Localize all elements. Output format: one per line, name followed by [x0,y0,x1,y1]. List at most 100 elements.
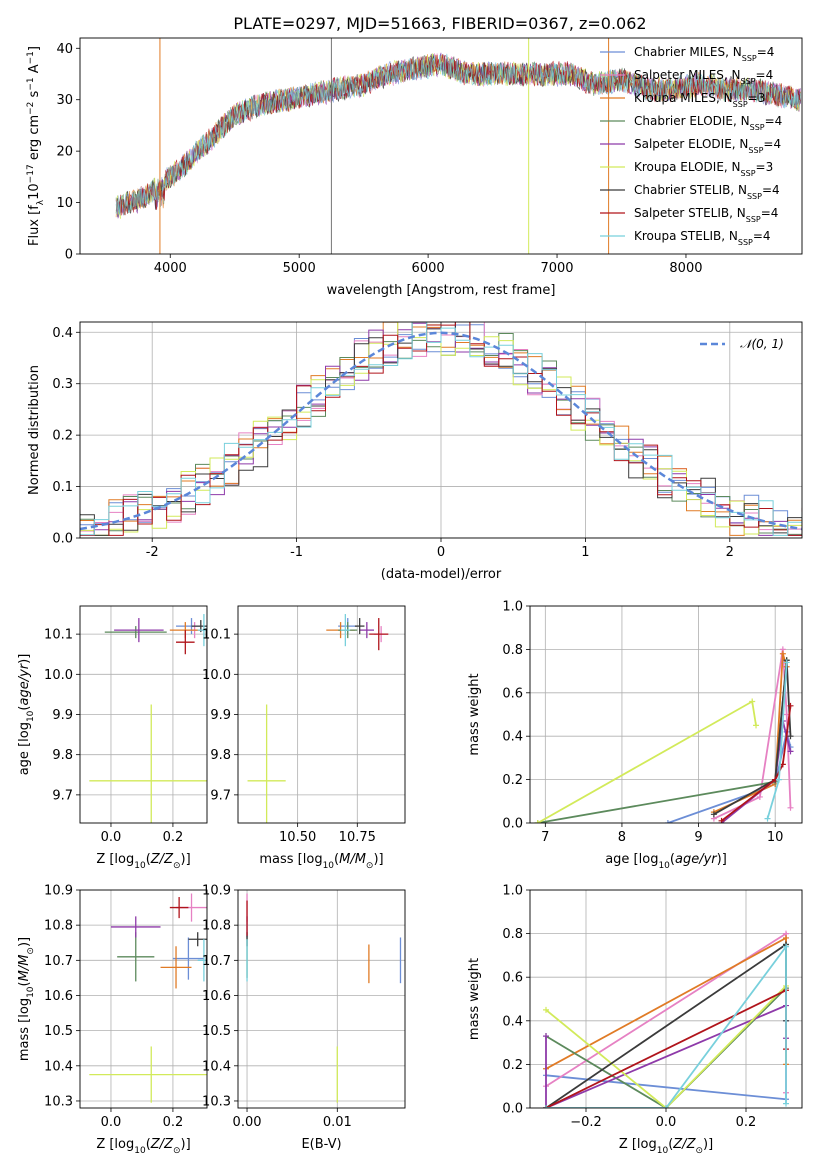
panel-mass_vs_ebv: 0.00 0.01 10.3 10.4 10.5 10.6 10.7 10.8 10.9 E(B-… [202,884,406,1152]
weight_vs_age-xlabel: age [log10(age/yr)] [605,852,727,871]
weight-marker-kroupa-elodie [543,1006,549,1013]
y-tick-label: 0.2 [502,1058,523,1073]
legend-label-kroupa-miles: Kroupa MILES, NSSP=3 [634,91,765,109]
weight-line-kroupa-elodie [545,985,787,1108]
y-tick-label: 9.8 [210,748,231,763]
x-tick-label: 0.00 [233,1115,262,1130]
plot-area-mass_vs_ebv [238,890,405,1108]
legend-label-chabrier-miles: Chabrier MILES, NSSP=4 [634,45,774,63]
plot-area-residuals [80,322,802,538]
plot-area-spectrum [115,38,801,254]
weight-marker-kroupa-stelib [764,815,771,822]
x-tick-label: 7 [541,830,549,845]
legend-label-chabrier-elodie: Chabrier ELODIE, NSSP=4 [634,114,782,132]
x-tick-label: 0.2 [736,1115,757,1130]
mass_vs_Z-xlabel: Z [log10(Z/Z⊙)] [96,1137,190,1156]
age_vs_Z-xlabel: Z [log10(Z/Z⊙)] [96,852,190,871]
x-tick-label: 7000 [540,261,573,276]
y-tick-label: 30 [56,93,73,108]
weight-marker-kroupa-stelib [776,776,783,783]
y-tick-label: 1.0 [502,884,523,899]
axes-frame [79,321,803,539]
y-tick-label: 10.1 [44,628,73,643]
weight_vs_Z-ylabel: mass weight [467,958,482,1040]
axes-frame [79,37,803,255]
panel-spectrum: 4000 5000 6000 7000 8000 0 10 20 30 40 wavelength … [26,37,803,298]
y-tick-label: 10.6 [202,989,231,1004]
axes-frame [529,605,803,824]
panel-residuals: -2 -1 0 1 2 0.0 0.1 0.2 0.3 0.4 (data-model)/error… [27,321,803,582]
panel-mass_vs_Z: 0.0 0.2 10.3 10.4 10.5 10.6 10.7 10.8 10.9 Z [log… [17,884,208,1156]
weight_vs_Z-xlabel: Z [log10(Z/Z⊙)] [619,1137,713,1156]
residuals-xlabel: (data-model)/error [381,567,502,582]
weight-marker-chabrier-miles [664,820,671,823]
y-tick-label: 0.6 [502,686,523,701]
x-tick-label: 6000 [412,261,445,276]
weight-marker-salpeter-miles [787,804,794,811]
x-tick-label: 8000 [669,261,702,276]
weight-marker-chabrier-stelib [787,733,794,740]
y-tick-label: 10.6 [44,989,73,1004]
mass_vs_Z-ylabel: mass [log10(M/M⊙)] [17,937,36,1061]
y-tick-label: 0.0 [52,532,73,547]
x-tick-label: 10.50 [279,830,316,845]
x-tick-label: 0.01 [323,1115,352,1130]
y-tick-label: 10.3 [202,1094,231,1109]
y-tick-label: 40 [56,42,73,57]
legend-label-kroupa-elodie: Kroupa ELODIE, NSSP=3 [634,160,773,178]
x-tick-label: 1 [581,545,589,560]
y-tick-label: 0.3 [52,377,73,392]
y-tick-label: 9.7 [52,788,73,803]
y-tick-label: 10.4 [44,1059,73,1074]
y-tick-label: 10.9 [44,884,73,899]
x-tick-label: 0.2 [163,1115,184,1130]
y-tick-label: 0.4 [502,730,523,745]
plot-area-age_vs_Z [80,606,207,823]
plot-area-mass_vs_Z [80,890,207,1108]
spectrum-ylabel: Flux [fλ10−17 erg cm−2 s−1 A−1] [26,46,46,246]
weight-marker-salpeter-miles [756,793,763,800]
y-tick-label: 0.1 [52,480,73,495]
y-tick-label: 10.9 [202,884,231,899]
weight-marker-kroupa-stelib [783,659,790,666]
y-tick-label: 0 [65,248,73,263]
plot-area-weight_vs_age [530,606,802,823]
y-tick-label: 0.8 [502,643,523,658]
y-tick-label: 0.0 [502,817,523,832]
axes-frame [529,889,803,1109]
x-tick-label: 0.2 [163,830,184,845]
x-tick-label: 8 [618,830,626,845]
y-tick-label: 0.2 [52,429,73,444]
histogram-kroupa-stelib [80,322,802,536]
axes-frame [79,889,208,1109]
y-tick-label: 0.0 [502,1102,523,1117]
x-tick-label: 5000 [283,261,316,276]
y-tick-label: 10.7 [44,954,73,969]
y-tick-label: 20 [56,145,73,160]
weight-marker-kroupa-stelib [663,1105,669,1108]
weight-marker-salpeter-elodie [543,1033,549,1040]
y-tick-label: 9.8 [52,748,73,763]
y-tick-label: 0.6 [502,971,523,986]
weight-marker-kroupa-elodie [749,698,756,705]
weight-line-chabrier-stelib [713,660,792,816]
y-tick-label: 0.4 [52,326,73,341]
axes-frame [237,605,406,824]
legend-label-kroupa-stelib: Kroupa STELIB, NSSP=4 [634,229,771,247]
spectrum-line-kroupa-stelib [115,53,801,216]
y-tick-label: 0.8 [502,927,523,942]
x-tick-label: 0 [437,545,445,560]
weight-marker-kroupa-elodie [753,722,760,729]
weight-marker-kroupa-stelib [783,943,789,950]
y-tick-label: 10.8 [202,919,231,934]
y-tick-label: 10.4 [202,1059,231,1074]
x-tick-label: 0.0 [101,830,122,845]
x-tick-label: -1 [290,545,303,560]
x-tick-label: 2 [726,545,734,560]
x-tick-label: −0.2 [570,1115,602,1130]
weight-line-kroupa-stelib [546,943,787,1108]
legend-label-salpeter-elodie: Salpeter ELODIE, NSSP=4 [634,137,781,155]
weight-marker-kroupa-miles [779,650,786,657]
x-tick-label: 9 [694,830,702,845]
